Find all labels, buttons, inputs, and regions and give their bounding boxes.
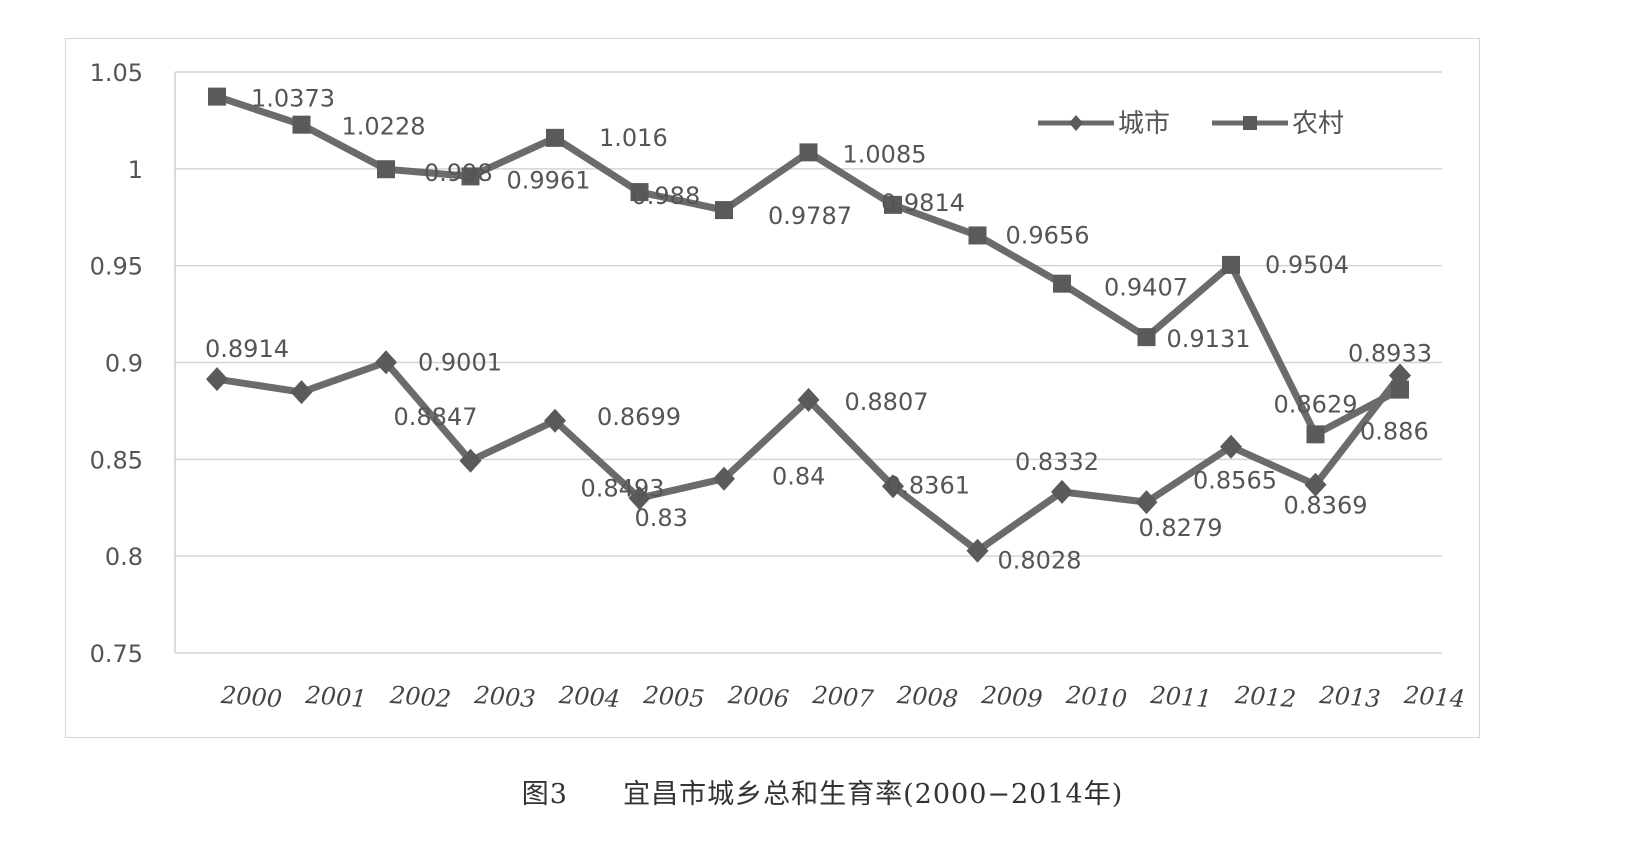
data-label: 0.9001 (418, 348, 502, 376)
data-label: 0.8565 (1193, 467, 1277, 495)
data-label: 0.8332 (1015, 448, 1099, 476)
square-marker (1053, 274, 1071, 293)
diamond-marker (1304, 472, 1327, 497)
data-label: 0.9961 (507, 166, 591, 194)
x-tick-label: 2006 (726, 681, 790, 713)
legend-item-diamond: 城市 (1038, 109, 1170, 139)
x-axis-labels: 2000 2001 2002 2003 2004 2005 2006 2007 2008 2009… (219, 681, 1466, 713)
diamond-marker (290, 380, 313, 405)
data-label: 1.016 (599, 124, 668, 152)
diamond-marker (882, 474, 904, 499)
data-label: 1.0085 (843, 140, 927, 168)
diamond-marker (1051, 479, 1073, 504)
square-marker (884, 195, 902, 214)
x-tick-label: 2007 (811, 681, 876, 713)
figure-title: 宜昌市城乡总和生育率(2000−2014年) (623, 779, 1124, 810)
x-tick-label: 2002 (388, 681, 452, 713)
diamond-icon (1069, 115, 1083, 131)
data-label: 0.9504 (1265, 251, 1349, 279)
diamond-marker (375, 350, 397, 375)
diamond-marker (459, 448, 482, 473)
diamond-marker (206, 367, 228, 392)
data-label: 0.998 (424, 159, 493, 187)
x-tick-label: 2012 (1233, 681, 1297, 713)
data-label: 1.0228 (342, 113, 426, 141)
x-tick-label: 2009 (980, 681, 1044, 713)
square-marker (546, 128, 564, 147)
y-tick-label: 0.8 (105, 543, 143, 571)
data-label: 0.9407 (1104, 274, 1188, 302)
x-tick-label: 2011 (1149, 681, 1213, 713)
data-label: 0.8493 (581, 475, 665, 503)
square-marker (292, 115, 311, 134)
data-label: 0.84 (772, 463, 825, 491)
diamond-marker (713, 466, 735, 491)
y-tick-label: 0.75 (90, 640, 143, 668)
x-tick-label: 2005 (642, 681, 706, 713)
data-label: 0.8807 (845, 388, 929, 416)
data-label: 0.9787 (768, 202, 852, 230)
data-label: 0.8629 (1274, 390, 1358, 418)
diamond-marker (1135, 490, 1158, 515)
data-label: 0.988 (632, 182, 701, 210)
diamond-marker (544, 408, 566, 433)
square-marker (630, 183, 649, 202)
data-label: 1.0373 (251, 85, 335, 113)
x-tick-label: 2014 (1402, 681, 1466, 713)
y-axis-labels: 1.05 1 0.95 0.9 0.85 0.8 0.75 (90, 59, 143, 668)
series-square (208, 87, 1409, 444)
data-label: 0.9656 (1006, 221, 1090, 249)
square-marker (208, 87, 226, 106)
data-label: 0.9814 (881, 189, 965, 217)
x-tick-label: 2001 (304, 681, 368, 713)
y-tick-label: 1.05 (90, 59, 143, 87)
data-label: 0.8914 (205, 335, 289, 363)
x-tick-label: 2000 (219, 681, 283, 713)
x-tick-label: 2003 (473, 681, 537, 713)
diamond-marker (1220, 434, 1242, 459)
data-label: 0.8933 (1348, 339, 1432, 367)
legend-label: 城市 (1118, 109, 1170, 139)
data-label: 0.8847 (394, 403, 478, 431)
square-marker (715, 201, 733, 220)
y-tick-label: 0.9 (105, 350, 143, 378)
x-tick-label: 2008 (895, 681, 959, 713)
figure-caption: 图3 宜昌市城乡总和生育率(2000−2014年) (0, 772, 1645, 811)
data-label: 0.8279 (1139, 514, 1223, 542)
data-label: 0.8699 (597, 403, 681, 431)
series-diamond (206, 350, 1411, 563)
diamond-marker (628, 486, 651, 511)
data-label: 0.8028 (998, 547, 1082, 575)
diamond-marker (966, 538, 989, 563)
square-marker (968, 226, 987, 245)
data-label: 0.8369 (1284, 492, 1368, 520)
y-tick-label: 0.95 (90, 253, 143, 281)
legend-label: 农村 (1292, 109, 1344, 139)
square-marker (1222, 255, 1240, 274)
square-marker (799, 143, 818, 162)
figure-number: 图3 (521, 779, 568, 810)
square-icon (1243, 116, 1257, 130)
data-label: 0.83 (635, 504, 688, 532)
square-marker (1137, 328, 1156, 347)
square-marker (1306, 425, 1325, 444)
chart-frame (65, 38, 1480, 738)
diamond-marker (797, 387, 820, 412)
y-tick-label: 1 (128, 156, 143, 184)
x-tick-label: 2004 (557, 681, 621, 713)
data-label: 0.9131 (1167, 325, 1251, 353)
legend-item-square: 农村 (1212, 109, 1344, 139)
series-lines (206, 87, 1411, 563)
legend: 城市 农村 (1038, 109, 1344, 139)
square-marker (461, 167, 480, 186)
data-labels: 0.8914 0.8847 0.9001 0.8493 0.8699 0.83 0.84 0.… (205, 85, 1432, 575)
x-tick-label: 2010 (1064, 681, 1128, 713)
square-marker (1391, 380, 1409, 399)
data-label: 0.886 (1360, 418, 1429, 446)
y-tick-label: 0.85 (90, 446, 143, 474)
x-tick-label: 2013 (1318, 681, 1382, 713)
data-label: 0.8361 (886, 471, 970, 499)
square-marker (377, 160, 395, 179)
